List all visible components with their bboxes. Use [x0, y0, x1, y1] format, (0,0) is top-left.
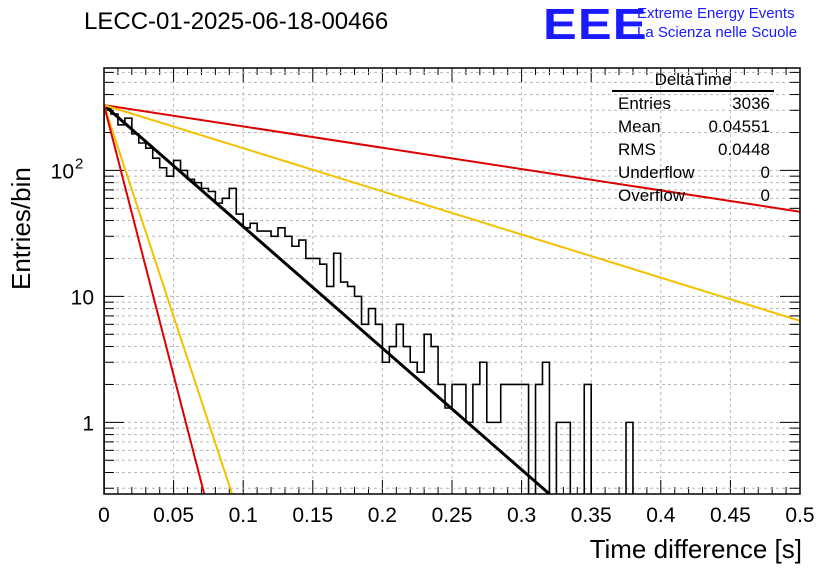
- y-tick-label: 1: [82, 412, 94, 435]
- x-tick-label: 0.3: [507, 504, 536, 527]
- stats-row: Overflow 0: [612, 184, 774, 207]
- stats-label: Entries: [618, 94, 671, 113]
- stats-title: DeltaTime: [612, 70, 774, 92]
- stats-label: Overflow: [618, 186, 686, 205]
- stats-label: RMS: [618, 140, 656, 159]
- stats-value: 0.0448: [718, 140, 770, 159]
- stats-value: 0: [760, 186, 770, 205]
- x-tick-label: 0.5: [785, 504, 814, 527]
- x-tick-label: 0.35: [571, 504, 612, 527]
- x-axis-label: Time difference [s]: [589, 534, 802, 564]
- stats-row: Underflow 0: [612, 161, 774, 184]
- logo-caption: Extreme Energy Events La Scienza nelle S…: [637, 4, 797, 42]
- stats-label: Mean: [618, 117, 661, 136]
- fit-line: [104, 104, 234, 494]
- fit-line: [104, 103, 551, 494]
- x-tick-label: 0.2: [368, 504, 397, 527]
- x-tick-label: 0: [98, 504, 110, 527]
- stats-value: 0.04551: [708, 117, 770, 136]
- x-tick-label: 0.1: [229, 504, 258, 527]
- stats-row: RMS 0.0448: [612, 138, 774, 161]
- y-tick-label: 10: [51, 160, 74, 183]
- logo-caption-line2: La Scienza nelle Scuole: [637, 24, 798, 41]
- y-axis-label: Entries/bin: [6, 167, 36, 290]
- x-tick-label: 0.15: [292, 504, 333, 527]
- y-tick-label-exponent: 2: [75, 155, 83, 172]
- stats-row: Entries 3036: [612, 92, 774, 115]
- fit-line: [104, 104, 206, 494]
- fit-line: [104, 104, 800, 322]
- plot-frame: [103, 67, 801, 495]
- fit-line: [104, 104, 800, 213]
- x-tick-label: 0.25: [432, 504, 473, 527]
- logo-caption-line1: Extreme Energy Events: [637, 5, 795, 22]
- x-tick-label: 0.45: [710, 504, 751, 527]
- stats-value: 0: [760, 163, 770, 182]
- y-tick-label: 10: [71, 286, 94, 309]
- eee-logo: EEE: [543, 0, 648, 49]
- x-tick-label: 0.05: [153, 504, 194, 527]
- stats-box: DeltaTime Entries 3036 Mean 0.04551 RMS 0.0…: [612, 70, 774, 207]
- chart-title: LECC-01-2025-06-18-00466: [84, 8, 389, 35]
- x-tick-label: 0.4: [646, 504, 676, 527]
- stats-label: Underflow: [618, 163, 695, 182]
- stats-value: 3036: [732, 94, 770, 113]
- stats-row: Mean 0.04551: [612, 115, 774, 138]
- histogram: [104, 107, 634, 494]
